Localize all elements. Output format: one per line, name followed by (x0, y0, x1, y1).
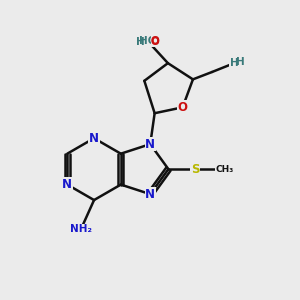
Text: N: N (145, 138, 155, 151)
Text: H: H (230, 58, 239, 68)
Text: N: N (62, 178, 72, 191)
Text: NH₂: NH₂ (70, 224, 92, 235)
Text: N: N (145, 188, 155, 201)
Text: O: O (150, 37, 159, 47)
Text: S: S (191, 163, 199, 176)
Text: H: H (236, 57, 244, 67)
Text: O: O (178, 101, 188, 114)
Text: N: N (89, 132, 99, 145)
Text: HO: HO (139, 36, 156, 46)
Text: H: H (136, 37, 144, 47)
Text: O: O (151, 36, 160, 46)
Text: CH₃: CH₃ (215, 165, 233, 174)
